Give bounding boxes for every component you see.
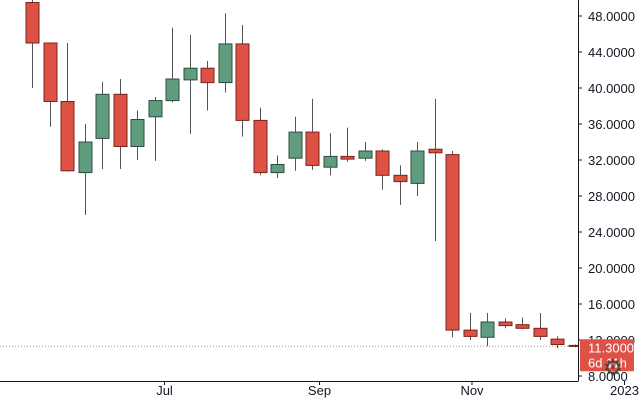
gear-icon[interactable]: ⚙ [603, 356, 623, 381]
candle-body-2022-05-23[interactable] [60, 101, 75, 172]
candle-body-2022-06-20[interactable] [130, 119, 145, 147]
y-tick-label-32.0000: 32.0000 [588, 153, 635, 168]
y-tick-label-20.0000: 20.0000 [588, 261, 635, 276]
candle-body-2022-12-05[interactable] [550, 338, 565, 346]
y-tick-label-28.0000: 28.0000 [588, 189, 635, 204]
candle-body-2022-07-18[interactable] [200, 67, 215, 84]
candle-body-2022-09-05[interactable] [323, 155, 338, 168]
y-tick-label-24.0000: 24.0000 [588, 225, 635, 240]
candle-body-2022-08-29[interactable] [305, 131, 320, 166]
candle-body-2022-11-21[interactable] [515, 324, 530, 329]
candle-body-2022-05-09[interactable] [25, 2, 40, 44]
candle-body-2022-07-11[interactable] [183, 67, 198, 81]
candle-body-2022-10-17[interactable] [428, 148, 443, 154]
x-tick-label-Sep: Sep [308, 383, 331, 398]
last-price-badge [580, 339, 634, 372]
y-tick-label-48.0000: 48.0000 [588, 9, 635, 24]
last-price-countdown: 6d 11h [588, 355, 627, 370]
candles-group [0, 0, 582, 349]
candle-body-2022-08-22[interactable] [288, 131, 303, 159]
y-tick-label-36.0000: 36.0000 [588, 117, 635, 132]
y-tick-label-8.0000: 8.0000 [588, 369, 628, 384]
candle-body-2022-10-03[interactable] [393, 174, 408, 183]
candle-body-2022-11-07[interactable] [480, 321, 495, 338]
y-tick-label-40.0000: 40.0000 [588, 81, 635, 96]
candle-body-2022-08-01[interactable] [235, 43, 250, 121]
candle-body-2022-10-24[interactable] [445, 154, 460, 331]
candle-body-2022-09-12[interactable] [340, 155, 355, 160]
candle-body-2022-08-15[interactable] [270, 164, 285, 174]
x-tick-label-Nov: Nov [460, 383, 484, 398]
candle-body-2022-07-25[interactable] [218, 43, 233, 84]
last-price-value: 11.3000 [588, 340, 634, 355]
candle-body-2022-11-14[interactable] [498, 321, 513, 327]
candle-body-2022-05-16[interactable] [43, 42, 58, 102]
y-tick-label-16.0000: 16.0000 [588, 297, 635, 312]
candle-body-2022-08-08[interactable] [253, 119, 268, 174]
candle-body-2022-09-26[interactable] [375, 150, 390, 176]
candle-body-2022-06-13[interactable] [113, 93, 128, 148]
candle-body-2022-09-19[interactable] [358, 150, 373, 159]
x-tick-label-2023: 2023 [610, 383, 639, 398]
candle-body-2022-05-30[interactable] [78, 141, 93, 174]
candle-body-2022-12-12[interactable] [568, 344, 582, 347]
candle-body-2022-10-31[interactable] [463, 329, 478, 337]
y-tick-label-44.0000: 44.0000 [588, 45, 635, 60]
candle-body-2022-07-04[interactable] [165, 78, 180, 102]
candle-body-2022-06-27[interactable] [148, 100, 163, 118]
x-tick-label-Jul: Jul [156, 383, 173, 398]
candle-body-2022-10-10[interactable] [410, 150, 425, 184]
candle-body-2022-11-28[interactable] [533, 327, 548, 337]
candle-body-2022-06-06[interactable] [95, 93, 110, 139]
